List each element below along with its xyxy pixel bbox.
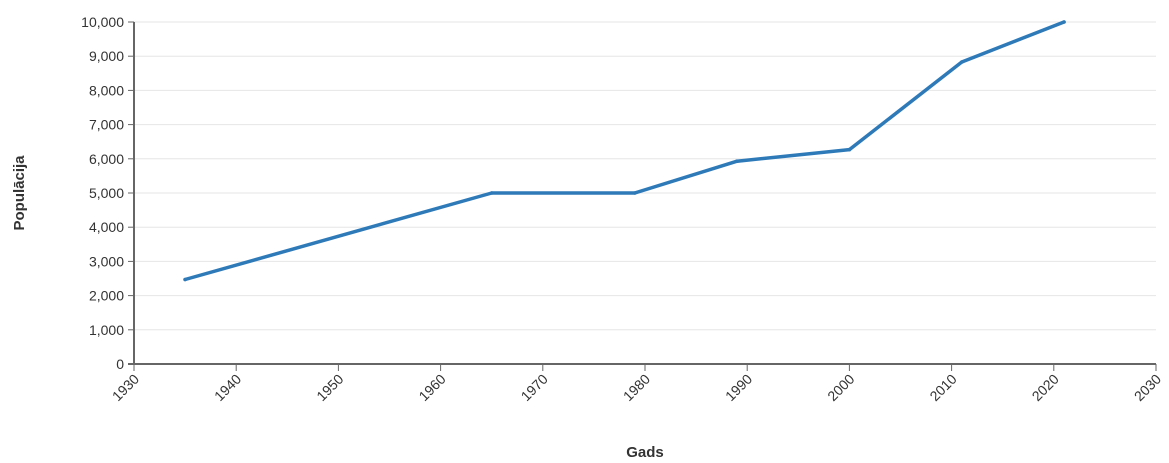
y-tick-label: 4,000 [89,219,124,235]
y-axis-title: Populācija [11,155,28,231]
y-tick-label: 9,000 [89,48,124,64]
series-layer [183,20,1066,282]
y-tick-label: 1,000 [89,322,124,338]
x-tick-label: 1970 [518,371,551,404]
data-point [735,159,739,163]
data-point [847,147,852,152]
data-point [632,191,637,195]
series-line [183,20,1066,282]
x-tick-label: 1960 [415,371,448,404]
gridlines [134,21,1156,331]
y-tick-label: 0 [116,356,124,372]
x-tick-label: 1930 [109,371,142,404]
x-tick-label: 2020 [1029,371,1062,404]
y-tick-label: 7,000 [89,117,124,133]
x-tick-label: 2010 [926,371,959,404]
y-tick-label: 3,000 [89,253,124,269]
data-point [183,277,187,282]
x-tick-label: 1940 [211,371,244,404]
x-tick-label: 1990 [722,371,755,404]
axis-labels: Gads Populācija [11,155,664,461]
x-tick-label: 1950 [313,371,346,404]
x-axis-title: Gads [626,444,664,461]
y-tick-label: 10,000 [81,14,124,30]
data-point [1062,20,1066,24]
y-tick-label: 6,000 [89,151,124,167]
x-tick-label: 2030 [1131,371,1164,404]
data-point [489,191,494,195]
x-tick-label: 2000 [824,371,857,404]
axes: 0 1,000 2,000 3,000 4,000 5,000 6,000 7,000 8,00… [81,14,1164,404]
y-tick-label: 2,000 [89,288,124,304]
x-tick-label: 1980 [620,371,653,404]
data-point [960,60,964,64]
y-tick-label: 5,000 [89,185,124,201]
y-tick-label: 8,000 [89,82,124,98]
